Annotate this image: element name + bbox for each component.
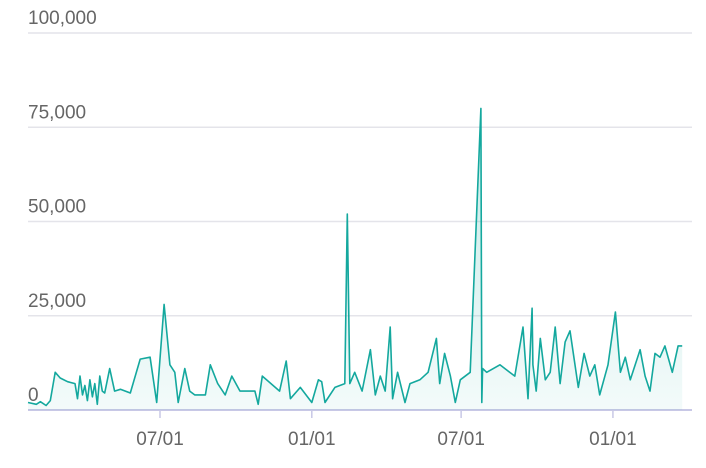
y-tick-label: 100,000 — [28, 8, 97, 29]
line — [27, 107, 683, 407]
y-tick-label: 25,000 — [28, 291, 86, 312]
y-tick-label: 0 — [28, 385, 39, 406]
x-tick-label: 07/01 — [136, 429, 184, 450]
y-tick-label: 50,000 — [28, 197, 86, 218]
x-tick-label: 01/01 — [589, 429, 637, 450]
x-tick-label: 07/01 — [437, 429, 485, 450]
y-tick-label: 75,000 — [28, 102, 86, 123]
x-tick-label: 01/01 — [288, 429, 336, 450]
area — [28, 108, 683, 411]
